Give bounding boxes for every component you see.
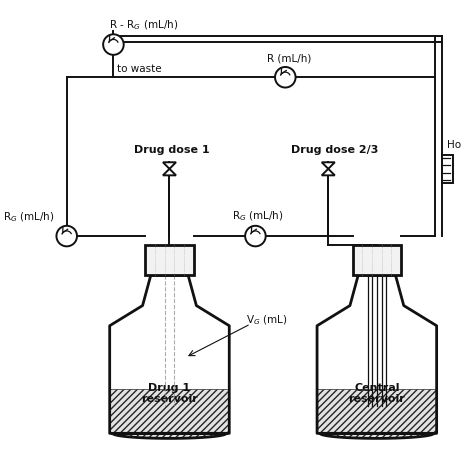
Bar [353, 246, 401, 275]
Text: R (mL/h): R (mL/h) [266, 53, 311, 63]
Text: R - R$_G$ (mL/h): R - R$_G$ (mL/h) [109, 19, 178, 32]
Polygon shape [163, 169, 176, 175]
Polygon shape [109, 390, 229, 438]
Polygon shape [322, 162, 335, 169]
Polygon shape [109, 275, 229, 438]
Text: Drug dose 2/3: Drug dose 2/3 [291, 145, 378, 155]
Text: Central
reservoir: Central reservoir [348, 383, 405, 404]
Circle shape [245, 226, 266, 246]
Bar [145, 246, 194, 275]
Text: R$_G$ (mL/h): R$_G$ (mL/h) [232, 210, 284, 223]
Text: V$_G$ (mL): V$_G$ (mL) [246, 313, 288, 327]
FancyBboxPatch shape [442, 155, 454, 183]
Polygon shape [317, 275, 437, 438]
Circle shape [275, 67, 296, 88]
Text: Drug 1
reservoir: Drug 1 reservoir [141, 383, 198, 404]
Polygon shape [163, 162, 176, 169]
Circle shape [56, 226, 77, 246]
Text: to waste: to waste [117, 64, 162, 74]
Polygon shape [317, 390, 437, 438]
Text: R$_G$ (mL/h): R$_G$ (mL/h) [3, 210, 55, 224]
Circle shape [103, 34, 124, 55]
Polygon shape [322, 169, 335, 175]
Text: Ho: Ho [447, 140, 461, 150]
Text: Drug dose 1: Drug dose 1 [134, 145, 210, 155]
